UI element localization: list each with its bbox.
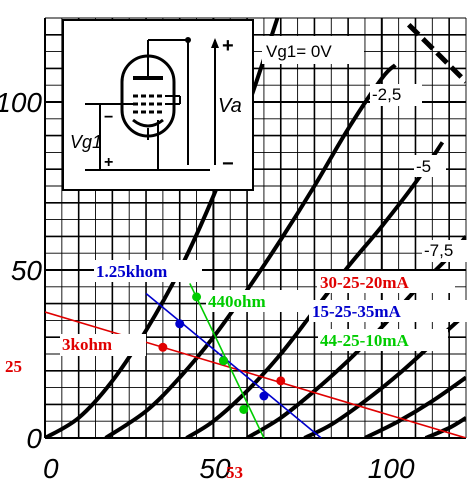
operating-point (259, 391, 269, 401)
operating-point (276, 376, 286, 386)
schematic-vg1-label: Vg1 (70, 132, 102, 152)
annotations: 1.25khom 440ohm 3kohm 30-25-20mA 15-25-3… (60, 260, 469, 356)
curve-vg25 (104, 63, 397, 438)
curve-label-m5: -5 (416, 157, 431, 176)
schematic-plus-top: + (222, 35, 234, 57)
y-tick-label: 0 (26, 423, 42, 454)
blue-annotation: 15-25-35mA (312, 302, 401, 321)
x-tick-label: 100 (368, 453, 415, 484)
y-tick-label: 50 (11, 255, 43, 286)
x-tick-label: 0 (43, 453, 59, 484)
grid-voltage-box (262, 36, 364, 64)
red-load-label: 3kohm (62, 335, 112, 354)
schematic-va-label: Va (218, 95, 242, 117)
schematic-plus-grid: + (104, 154, 113, 171)
grid-voltage-label: Vg1= 0V (266, 42, 332, 61)
operating-point (219, 356, 229, 366)
blue-load-label: 1.25khom (96, 262, 167, 281)
operating-points (158, 292, 286, 414)
operating-point (158, 342, 168, 352)
operating-point (192, 292, 202, 302)
x-tick-label: 50 (199, 453, 231, 484)
y-extra-label: 25 (5, 357, 22, 376)
curve-labels: -2,5 -5 -7,5 (370, 84, 471, 262)
red-annotation: 30-25-20mA (320, 273, 409, 292)
schematic-minus-bottom: − (222, 153, 234, 175)
curve-vg125 (364, 375, 466, 438)
y-tick-label: 100 (0, 87, 42, 118)
green-load-label: 440ohm (208, 292, 266, 311)
axis-ticks: 0 50 100 0 50 100 (0, 87, 415, 484)
green-annotation: 44-25-10mA (320, 331, 409, 350)
curve-label-m7-5: -7,5 (424, 241, 453, 260)
tube-schematic (62, 19, 254, 191)
operating-point (239, 404, 249, 414)
operating-point (175, 319, 185, 329)
max-dissipation-line (406, 22, 466, 84)
schematic-minus-grid: − (104, 109, 113, 126)
curve-vg15 (424, 416, 466, 438)
curve-label-m2-5: -2,5 (372, 85, 401, 104)
load-line-1 (145, 292, 322, 438)
load-line-0 (45, 311, 466, 438)
x-extra-label: 53 (226, 463, 243, 482)
